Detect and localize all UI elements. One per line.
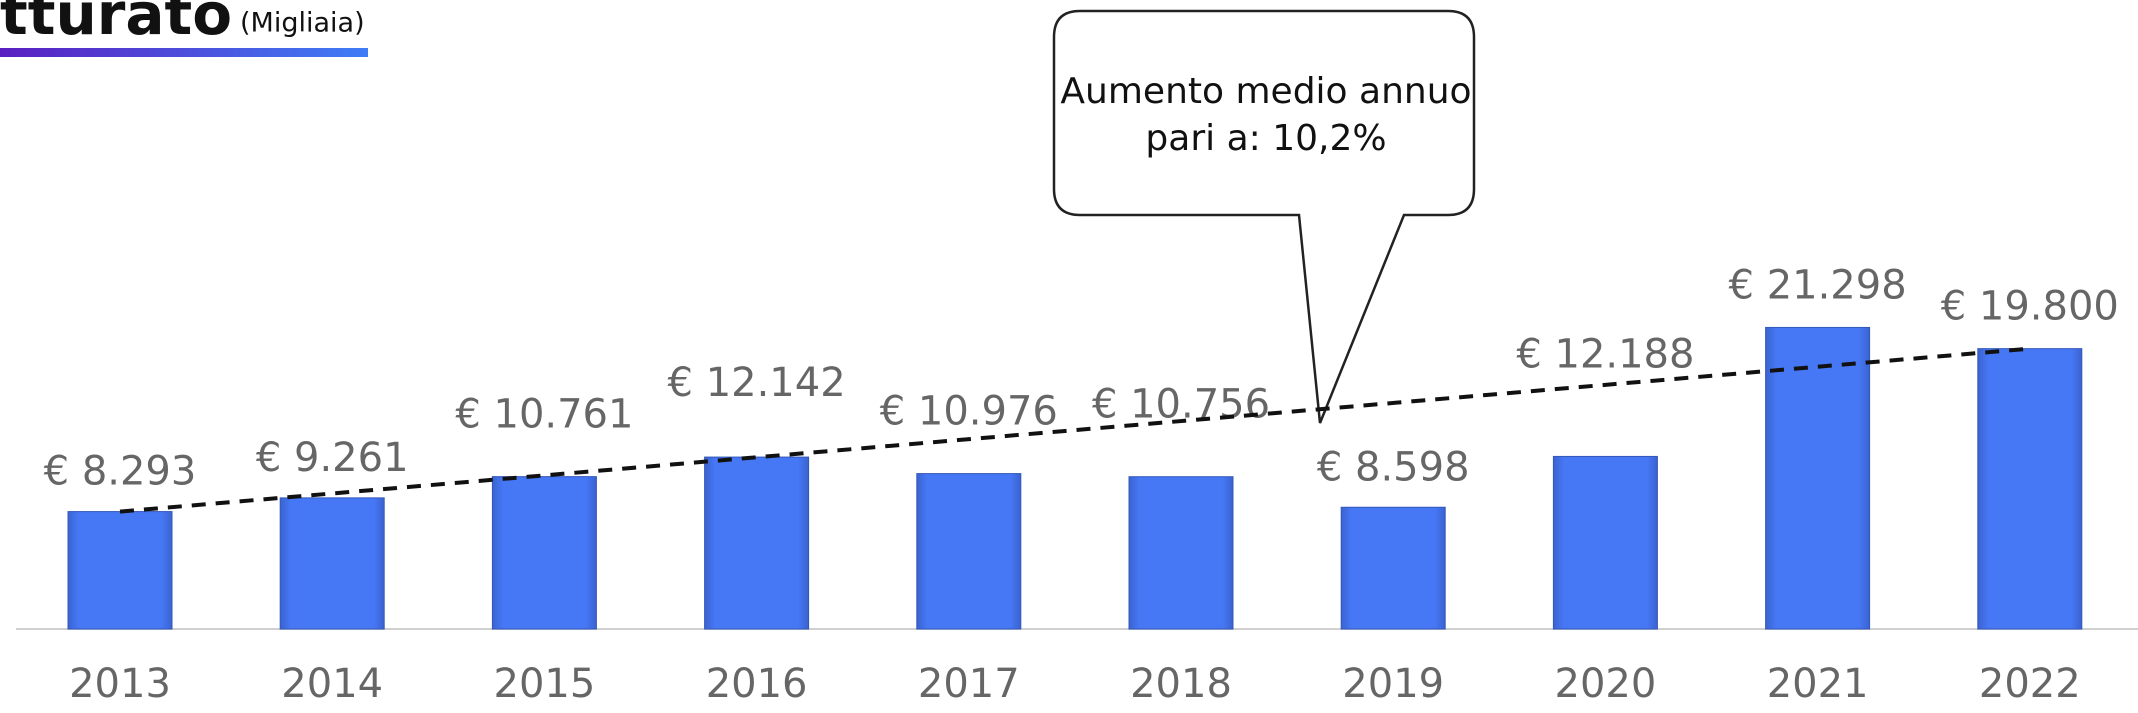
value-label: € 12.188 xyxy=(1516,331,1694,377)
value-label: € 10.976 xyxy=(880,389,1058,435)
x-tick-label: 2018 xyxy=(1130,661,1232,707)
value-label: € 12.142 xyxy=(668,360,846,406)
value-label: € 9.261 xyxy=(256,435,409,481)
title-underline xyxy=(0,48,368,57)
value-label: € 8.293 xyxy=(44,449,197,495)
bar xyxy=(1765,326,1871,630)
bar xyxy=(916,473,1022,630)
bar xyxy=(67,511,173,630)
x-tick-label: 2020 xyxy=(1555,661,1657,707)
value-label: € 21.298 xyxy=(1729,262,1907,308)
bar xyxy=(704,456,810,630)
value-label: € 19.800 xyxy=(1941,284,2119,330)
x-tick-label: 2019 xyxy=(1342,661,1444,707)
x-tick-label: 2014 xyxy=(281,661,383,707)
value-label: € 10.761 xyxy=(455,392,633,438)
chart-subtitle: (Migliaia) xyxy=(240,8,365,39)
x-tick-label: 2013 xyxy=(69,661,171,707)
bar xyxy=(1977,348,2083,630)
bar xyxy=(1340,506,1446,630)
callout-box xyxy=(1052,9,1476,424)
x-tick-label: 2016 xyxy=(706,661,808,707)
bar xyxy=(279,497,385,630)
chart-title: tturato xyxy=(0,0,232,48)
x-tick-label: 2021 xyxy=(1767,661,1869,707)
callout xyxy=(1052,9,1476,424)
annotation: Aumento medio annuo xyxy=(1060,71,1471,112)
value-label: € 8.598 xyxy=(1317,444,1470,490)
x-tick-label: 2022 xyxy=(1979,661,2081,707)
annotation: pari a: 10,2% xyxy=(1145,118,1386,159)
x-tick-label: 2015 xyxy=(494,661,596,707)
bar xyxy=(491,476,597,630)
trend-line xyxy=(119,346,2030,514)
x-tick-label: 2017 xyxy=(918,661,1020,707)
bar xyxy=(1552,455,1658,630)
bar xyxy=(1128,476,1234,630)
